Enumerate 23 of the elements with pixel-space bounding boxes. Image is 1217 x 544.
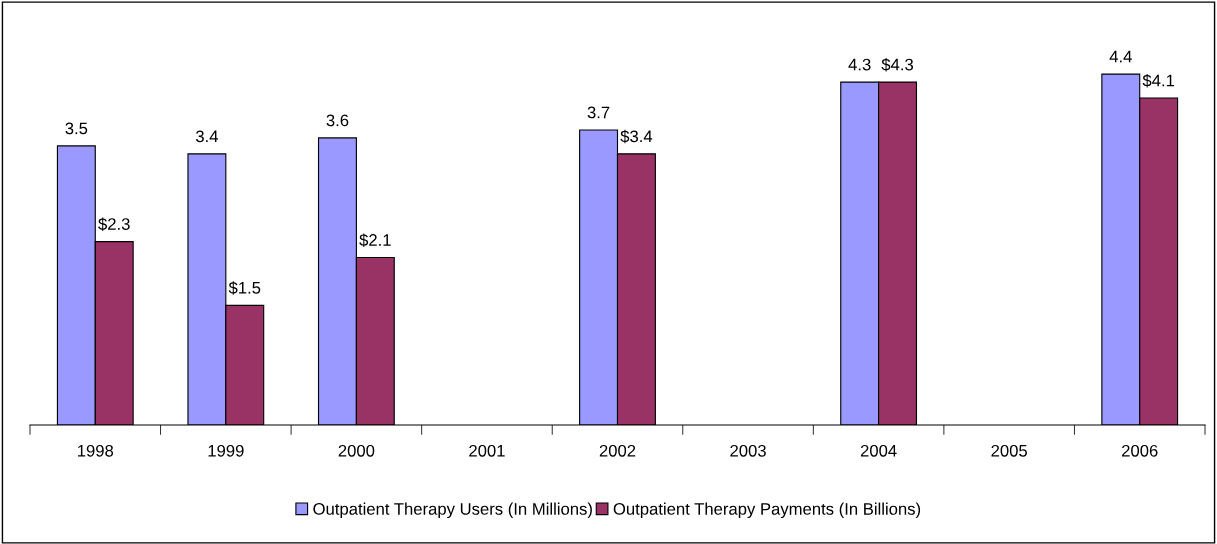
data-label: $4.1 [1142, 73, 1175, 88]
data-label: 3.6 [326, 114, 349, 127]
data-label: $1.5 [228, 281, 261, 295]
data-label: $2.3 [98, 217, 130, 231]
data-label: 4.4 [1109, 50, 1132, 63]
legend-label: Outpatient Therapy Users (In Millions) [313, 502, 592, 519]
x-tick-label: 1999 [208, 444, 244, 457]
data-label: 4.3 [848, 58, 871, 71]
data-label: 3.5 [65, 122, 88, 135]
x-tick-label: 1998 [78, 444, 114, 457]
data-label: 3.7 [587, 106, 610, 119]
x-tick-label: 2005 [991, 444, 1028, 457]
x-tick-label: 2001 [469, 444, 505, 457]
data-label: $4.3 [881, 57, 914, 72]
data-label: $3.4 [620, 129, 653, 144]
data-label: $2.1 [359, 233, 391, 247]
x-tick-label: 2000 [338, 444, 375, 457]
x-tick-label: 2004 [860, 444, 897, 457]
x-tick-label: 2002 [599, 444, 636, 457]
legend-label: Outpatient Therapy Payments (In Billions) [613, 502, 921, 519]
data-label: 3.4 [195, 130, 218, 143]
x-tick-label: 2006 [1122, 444, 1158, 457]
x-tick-label: 2003 [730, 444, 766, 457]
